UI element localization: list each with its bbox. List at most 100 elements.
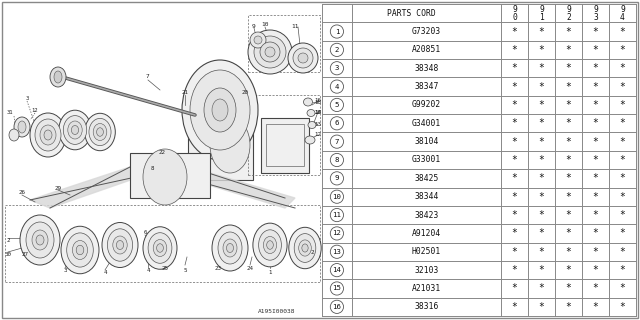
Ellipse shape (93, 124, 107, 140)
Ellipse shape (250, 32, 266, 48)
Text: *: * (593, 228, 598, 238)
Text: *: * (538, 284, 545, 293)
Ellipse shape (102, 222, 138, 268)
Ellipse shape (148, 233, 172, 263)
Ellipse shape (9, 129, 19, 141)
Ellipse shape (32, 230, 48, 250)
Text: 38347: 38347 (414, 82, 438, 91)
Text: 16: 16 (314, 99, 321, 103)
Text: *: * (511, 82, 517, 92)
Text: 7: 7 (146, 75, 150, 79)
Text: *: * (593, 155, 598, 165)
Ellipse shape (227, 244, 234, 252)
Text: 13: 13 (314, 123, 321, 127)
Text: 23: 23 (214, 266, 221, 270)
Text: 14: 14 (332, 267, 341, 273)
Text: *: * (511, 100, 517, 110)
Text: 4: 4 (147, 268, 150, 273)
Text: *: * (511, 192, 517, 202)
Ellipse shape (18, 121, 26, 133)
Text: 1: 1 (335, 28, 339, 35)
Text: *: * (566, 45, 572, 55)
Text: *: * (538, 118, 545, 128)
Text: *: * (511, 155, 517, 165)
Text: *: * (566, 265, 572, 275)
Text: *: * (566, 27, 572, 36)
Text: *: * (566, 210, 572, 220)
Text: *: * (511, 228, 517, 238)
Text: *: * (593, 82, 598, 92)
Ellipse shape (293, 48, 313, 68)
Text: *: * (620, 228, 625, 238)
Text: 3: 3 (335, 65, 339, 71)
Text: *: * (593, 302, 598, 312)
Text: G33001: G33001 (412, 156, 441, 164)
Ellipse shape (61, 226, 99, 274)
Text: 3: 3 (63, 268, 67, 273)
Ellipse shape (30, 113, 66, 157)
Text: *: * (593, 284, 598, 293)
Ellipse shape (190, 70, 250, 150)
Text: *: * (593, 192, 598, 202)
Text: 4: 4 (103, 269, 107, 275)
Ellipse shape (67, 233, 93, 267)
Text: *: * (566, 100, 572, 110)
Text: 5: 5 (335, 102, 339, 108)
Text: 2: 2 (6, 237, 10, 243)
Text: 9
2: 9 2 (566, 5, 571, 22)
Text: 16: 16 (332, 304, 341, 310)
Text: *: * (566, 63, 572, 73)
Text: 10: 10 (261, 21, 269, 27)
Text: 7: 7 (335, 139, 339, 145)
Text: *: * (620, 173, 625, 183)
Text: *: * (538, 63, 545, 73)
Text: *: * (620, 302, 625, 312)
Text: *: * (620, 210, 625, 220)
Ellipse shape (108, 229, 132, 261)
Text: *: * (566, 228, 572, 238)
Ellipse shape (14, 117, 30, 137)
Text: *: * (593, 247, 598, 257)
Text: *: * (511, 210, 517, 220)
Text: 9: 9 (252, 23, 256, 28)
Ellipse shape (113, 236, 127, 254)
Text: *: * (538, 173, 545, 183)
Text: *: * (511, 137, 517, 147)
Text: *: * (566, 118, 572, 128)
Text: 38104: 38104 (414, 137, 438, 146)
Text: *: * (511, 302, 517, 312)
Text: 9
3: 9 3 (593, 5, 598, 22)
Text: *: * (511, 173, 517, 183)
Text: 32103: 32103 (414, 266, 438, 275)
Text: *: * (511, 45, 517, 55)
Text: 21: 21 (182, 90, 189, 94)
Text: 15: 15 (314, 100, 321, 105)
Ellipse shape (182, 60, 258, 160)
Ellipse shape (204, 88, 236, 132)
Text: *: * (593, 173, 598, 183)
Text: G73203: G73203 (412, 27, 441, 36)
Ellipse shape (303, 98, 312, 106)
Ellipse shape (153, 239, 167, 257)
Text: *: * (620, 155, 625, 165)
Ellipse shape (298, 53, 308, 63)
Text: 30: 30 (4, 252, 12, 257)
Text: 38316: 38316 (414, 302, 438, 311)
Text: 12: 12 (32, 108, 38, 113)
Text: *: * (538, 100, 545, 110)
Ellipse shape (248, 30, 292, 74)
Text: 6: 6 (143, 229, 147, 235)
Text: *: * (620, 27, 625, 36)
Ellipse shape (35, 119, 61, 151)
Text: *: * (593, 265, 598, 275)
Bar (130, 153, 210, 197)
Ellipse shape (260, 42, 280, 62)
Ellipse shape (302, 244, 308, 252)
Text: *: * (620, 284, 625, 293)
Text: 20: 20 (241, 90, 248, 94)
Text: *: * (566, 284, 572, 293)
Ellipse shape (210, 117, 250, 173)
Text: 3: 3 (26, 95, 29, 100)
Text: *: * (620, 100, 625, 110)
Text: *: * (620, 118, 625, 128)
